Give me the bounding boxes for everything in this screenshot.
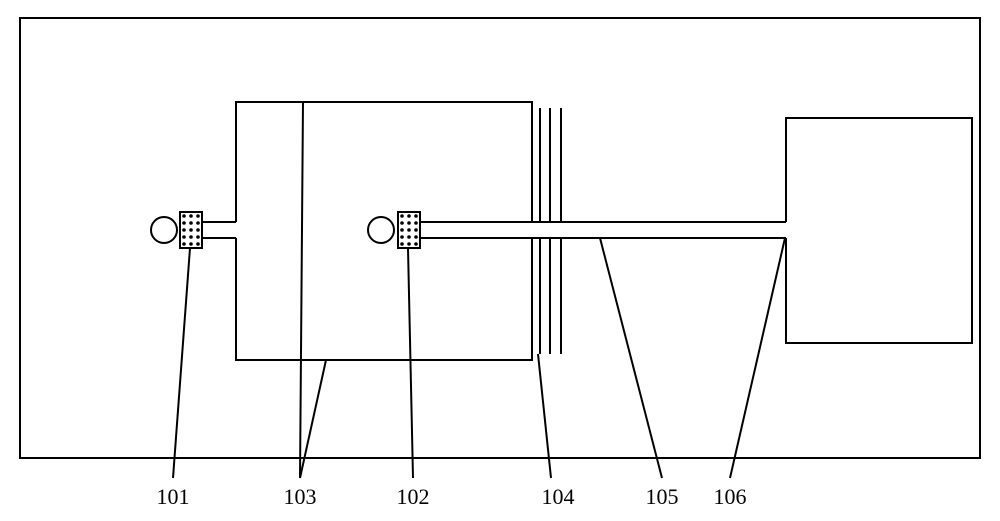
label-101: 101	[157, 484, 190, 510]
label-105: 105	[646, 484, 679, 510]
label-106: 106	[714, 484, 747, 510]
diagram-svg	[0, 0, 1000, 521]
label-104: 104	[542, 484, 575, 510]
label-102: 102	[397, 484, 430, 510]
label-103: 103	[284, 484, 317, 510]
